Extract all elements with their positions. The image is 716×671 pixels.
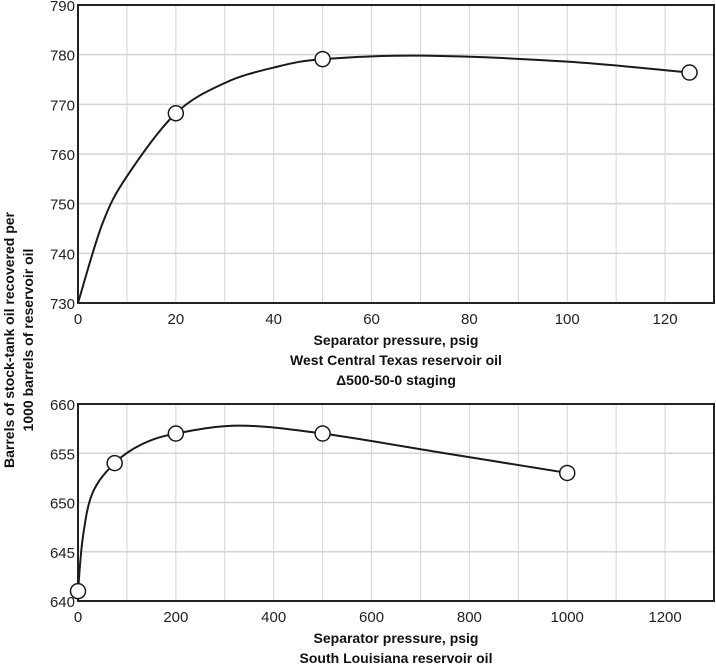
x-tick-label: 0	[74, 311, 82, 328]
x-tick-label: 1000	[551, 609, 584, 626]
y-axis-label: Barrels of stock-tank oil recovered per …	[1, 211, 36, 468]
data-point	[167, 105, 185, 122]
x-tick-label: 0	[74, 609, 82, 626]
y-tick-label: 740	[50, 246, 75, 263]
x-tick-label: 20	[168, 311, 185, 328]
south-louisiana-plot: 640 645 650 655 660 0 200 400 600 800 1000 1200 Sepa…	[50, 397, 715, 666]
y-tick-label: 660	[50, 397, 75, 414]
series-curve	[77, 54, 690, 304]
y-tick-label: 760	[50, 147, 75, 164]
west-central-texas-plot: 730 740 750 760 770 780 790 0 20 40 60 80 100 120 Sepa…	[50, 0, 715, 388]
x-tick-label: 100	[555, 311, 580, 328]
data-point	[167, 425, 185, 442]
x-tick-label: 400	[261, 609, 286, 626]
data-point	[106, 454, 123, 472]
data-point	[314, 50, 331, 68]
data-point	[681, 64, 698, 81]
x-tick-label: 80	[461, 311, 478, 328]
y-tick-label: 655	[50, 446, 75, 463]
x-axis-label: Separator pressure, psig	[314, 630, 479, 646]
chart-title: West Central Texas reservoir oil	[290, 352, 502, 368]
y-tick-label: 645	[50, 545, 75, 562]
data-point	[314, 425, 331, 442]
y-tick-label: 730	[50, 296, 75, 313]
y-tick-label: 790	[50, 0, 75, 15]
x-axis-label: Separator pressure, psig	[314, 332, 479, 348]
x-tick-label: 600	[359, 609, 384, 626]
chart-title: South Louisiana reservoir oil	[300, 650, 493, 666]
plot-frame	[77, 4, 715, 304]
plot-frame	[77, 403, 715, 602]
y-axis-label-line-2: 1000 barrels of reservoir oil	[20, 249, 36, 432]
x-tick-label: 60	[363, 311, 380, 328]
x-tick-label: 800	[457, 609, 482, 626]
y-tick-label: 750	[50, 197, 75, 214]
y-tick-label: 650	[50, 496, 75, 513]
y-axis-label-line-1: Barrels of stock-tank oil recovered per	[1, 211, 17, 468]
y-tick-label: 640	[50, 594, 75, 611]
x-tick-label: 40	[265, 311, 282, 328]
x-tick-label: 1200	[648, 609, 681, 626]
chart-subtitle: Δ500-50-0 staging	[336, 372, 456, 388]
x-tick-label: 120	[653, 311, 678, 328]
y-tick-label: 770	[50, 97, 75, 114]
data-point	[69, 582, 87, 600]
data-point	[558, 464, 576, 482]
y-tick-label: 780	[50, 48, 75, 65]
x-tick-label: 200	[163, 609, 188, 626]
